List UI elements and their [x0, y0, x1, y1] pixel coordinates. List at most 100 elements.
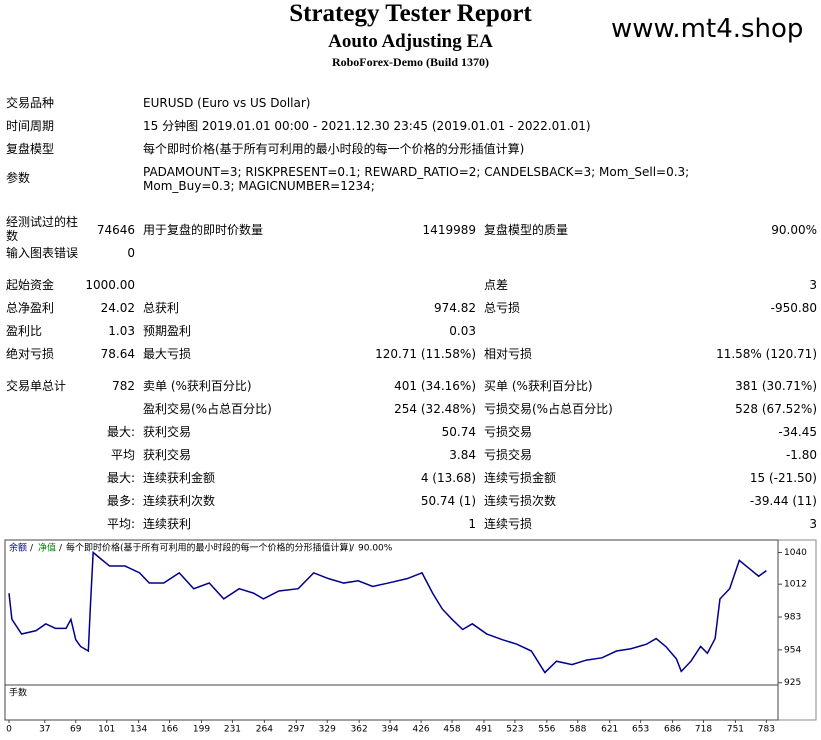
server: RoboForex-Demo (Build 1370) — [331, 55, 490, 69]
lots-label: 手数 — [9, 687, 27, 699]
stat-value: 50.74 (1) — [420, 494, 476, 508]
stat-value: 0.03 — [449, 324, 476, 338]
separator: / — [59, 544, 63, 554]
setting-label: 时间周期 — [6, 119, 55, 133]
stat-value: 782 — [112, 379, 135, 393]
stat-value: 1 — [468, 517, 476, 531]
stat-value: -950.80 — [770, 301, 817, 315]
stat-value: 90.00% — [771, 223, 817, 237]
x-tick-label: 134 — [130, 725, 147, 735]
x-tick-label: 362 — [351, 725, 368, 735]
stat-value: 3 — [809, 517, 817, 531]
stat-label: 连续获利金额 — [143, 471, 216, 485]
stat-value: 1000.00 — [85, 278, 135, 292]
separator: / — [30, 544, 34, 554]
stat-value: 381 (30.71%) — [735, 379, 817, 393]
stat-label: 最大亏损 — [143, 347, 192, 361]
stat-label: 点差 — [484, 278, 509, 292]
x-tick-label: 426 — [412, 725, 429, 735]
setting-label: 复盘模型 — [6, 142, 55, 156]
stat-value: 24.02 — [100, 301, 135, 315]
x-tick-label: 621 — [601, 725, 618, 735]
x-tick-label: 264 — [256, 725, 273, 735]
x-tick-label: 329 — [319, 725, 336, 735]
stat-value: 最多: — [106, 494, 135, 508]
x-tick-label: 783 — [758, 725, 775, 735]
stat-value: 平均: — [106, 517, 135, 531]
stat-value: 528 (67.52%) — [735, 402, 817, 416]
setting-label: 交易品种 — [6, 96, 55, 110]
chart-frame — [4, 539, 817, 721]
stat-value: 1419989 — [422, 223, 476, 237]
stat-value: 1.03 — [108, 324, 135, 338]
y-tick-label: 1040 — [784, 548, 807, 558]
stat-label: 买单 (%获利百分比) — [484, 379, 593, 393]
stat-value: -39.44 (11) — [749, 494, 817, 508]
stat-label: 经测试过的柱数 — [6, 215, 79, 243]
x-tick-label: 101 — [98, 725, 115, 735]
x-tick-label: 37 — [39, 725, 50, 735]
stat-label: 连续亏损次数 — [484, 494, 557, 508]
stat-value: 120.71 (11.58%) — [375, 347, 476, 361]
stat-label: 亏损交易(%占总百分比) — [484, 402, 613, 416]
legend-balance: 余额 — [9, 542, 27, 554]
stat-label: 总获利 — [143, 301, 180, 315]
stat-label: 绝对亏损 — [6, 347, 55, 361]
x-tick-label: 458 — [443, 725, 460, 735]
x-tick-label: 0 — [6, 725, 12, 735]
x-tick-label: 231 — [224, 725, 241, 735]
x-tick-label: 166 — [161, 725, 178, 735]
stat-label: 获利交易 — [143, 448, 192, 462]
stat-value: 50.74 — [441, 425, 476, 439]
quality-label: 90.00% — [358, 544, 393, 554]
stat-value: 最大: — [106, 425, 135, 439]
stat-value: 74646 — [96, 223, 135, 237]
stat-label: 盈利交易(%占总百分比) — [143, 402, 272, 416]
stat-value: 974.82 — [434, 301, 476, 315]
stat-value: 0 — [127, 246, 135, 260]
y-tick-label: 983 — [784, 613, 801, 623]
setting-value: EURUSD (Euro vs US Dollar) — [143, 96, 311, 110]
stat-label: 卖单 (%获利百分比) — [143, 379, 252, 393]
stat-label: 交易单总计 — [6, 379, 67, 393]
stat-label: 预期盈利 — [143, 324, 192, 338]
x-tick-label: 718 — [695, 725, 712, 735]
setting-value: 15 分钟图 2019.01.01 00:00 - 2021.12.30 23:… — [143, 119, 591, 133]
watermark: www.mt4.shop — [611, 14, 804, 44]
stat-value: 3 — [809, 278, 817, 292]
y-tick-label: 1012 — [784, 580, 807, 590]
lots-frame — [4, 684, 779, 721]
stat-label: 获利交易 — [143, 425, 192, 439]
title: Strategy Tester Report — [289, 0, 532, 27]
stat-label: 盈利比 — [6, 324, 43, 338]
model-label: 每个即时价格(基于所有可利用的最小时段的每一个价格的分形插值计算) — [66, 542, 352, 554]
stat-value: 平均 — [110, 448, 135, 462]
x-tick-label: 588 — [569, 725, 586, 735]
stat-label: 用于复盘的即时价数量 — [143, 223, 264, 237]
stat-label: 连续亏损 — [484, 517, 533, 531]
x-tick-label: 686 — [664, 725, 681, 735]
stat-value: 401 (34.16%) — [394, 379, 476, 393]
stat-label: 连续亏损金额 — [484, 471, 557, 485]
stat-value: 254 (32.48%) — [394, 402, 476, 416]
stat-value: -1.80 — [785, 448, 817, 462]
balance-line — [8, 550, 767, 674]
setting-value: PADAMOUNT=3; RISKPRESENT=0.1; REWARD_RAT… — [143, 165, 690, 193]
stat-label: 总净盈利 — [6, 301, 55, 315]
setting-value: 每个即时价格(基于所有可利用的最小时段的每一个价格的分形插值计算) — [143, 142, 525, 156]
stat-value: 最大: — [106, 471, 135, 485]
stat-label: 复盘模型的质量 — [484, 223, 569, 237]
legend-equity: 净值 — [38, 542, 56, 554]
stat-value: -34.45 — [778, 425, 817, 439]
x-tick-label: 556 — [538, 725, 555, 735]
setting-label: 参数 — [6, 171, 31, 185]
stat-label: 输入图表错误 — [6, 246, 79, 260]
x-tick-label: 394 — [382, 725, 399, 735]
x-tick-label: 751 — [727, 725, 744, 735]
stat-label: 亏损交易 — [484, 448, 533, 462]
x-tick-label: 653 — [632, 725, 649, 735]
x-tick-label: 69 — [70, 725, 82, 735]
stat-value: 78.64 — [100, 347, 135, 361]
